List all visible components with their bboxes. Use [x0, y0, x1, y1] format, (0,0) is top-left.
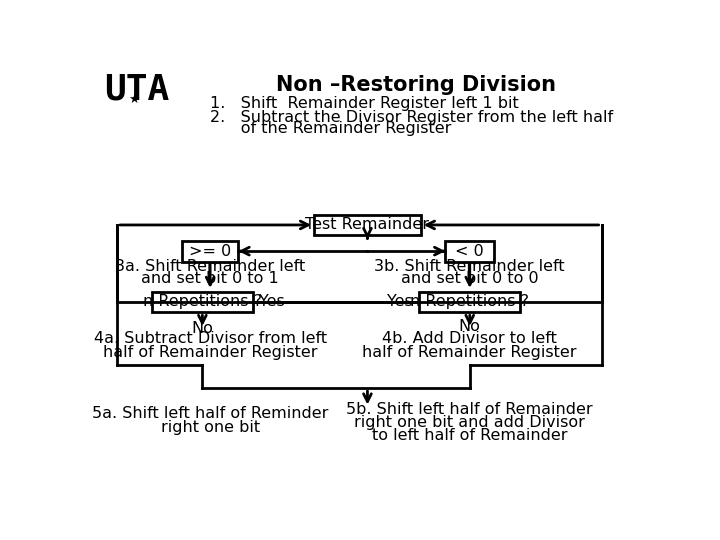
Text: Yes: Yes — [387, 294, 413, 309]
Text: 5b. Shift left half of Remainder: 5b. Shift left half of Remainder — [346, 402, 593, 417]
Text: ★: ★ — [129, 93, 140, 106]
Text: 4b. Add Divisor to left: 4b. Add Divisor to left — [382, 330, 557, 346]
Text: 5a. Shift left half of Reminder: 5a. Shift left half of Reminder — [92, 406, 328, 421]
Text: Yes: Yes — [259, 294, 284, 309]
FancyBboxPatch shape — [446, 241, 494, 261]
Text: 1.   Shift  Remainder Register left 1 bit: 1. Shift Remainder Register left 1 bit — [210, 96, 519, 111]
Text: Non –Restoring Division: Non –Restoring Division — [276, 75, 556, 95]
FancyBboxPatch shape — [182, 241, 238, 261]
Text: right one bit: right one bit — [161, 420, 260, 435]
Text: and set bit 0 to 1: and set bit 0 to 1 — [141, 272, 279, 286]
Text: >= 0: >= 0 — [189, 244, 231, 259]
Text: 4a. Subtract Divisor from left: 4a. Subtract Divisor from left — [94, 330, 327, 346]
FancyBboxPatch shape — [314, 214, 421, 235]
Text: No: No — [459, 319, 481, 334]
Text: half of Remainder Register: half of Remainder Register — [362, 345, 577, 360]
Text: half of Remainder Register: half of Remainder Register — [103, 345, 318, 360]
FancyBboxPatch shape — [419, 292, 520, 312]
Text: UTA: UTA — [104, 72, 169, 106]
Text: right one bit and add Divisor: right one bit and add Divisor — [354, 415, 585, 430]
Text: No: No — [192, 321, 213, 336]
FancyBboxPatch shape — [152, 292, 253, 312]
Text: of the Remainder Register: of the Remainder Register — [210, 121, 451, 136]
Text: to left half of Remainder: to left half of Remainder — [372, 428, 567, 443]
Text: Test Remainder: Test Remainder — [305, 218, 429, 232]
Text: n Repetitions ?: n Repetitions ? — [410, 294, 529, 309]
Text: 3a. Shift Remainder left: 3a. Shift Remainder left — [115, 259, 305, 274]
Text: < 0: < 0 — [455, 244, 484, 259]
Text: n Repetitions ?: n Repetitions ? — [143, 294, 262, 309]
Text: and set bit 0 to 0: and set bit 0 to 0 — [401, 272, 539, 286]
Text: 2.   Subtract the Divisor Register from the left half: 2. Subtract the Divisor Register from th… — [210, 110, 613, 125]
Text: 3b. Shift Remainder left: 3b. Shift Remainder left — [374, 259, 565, 274]
